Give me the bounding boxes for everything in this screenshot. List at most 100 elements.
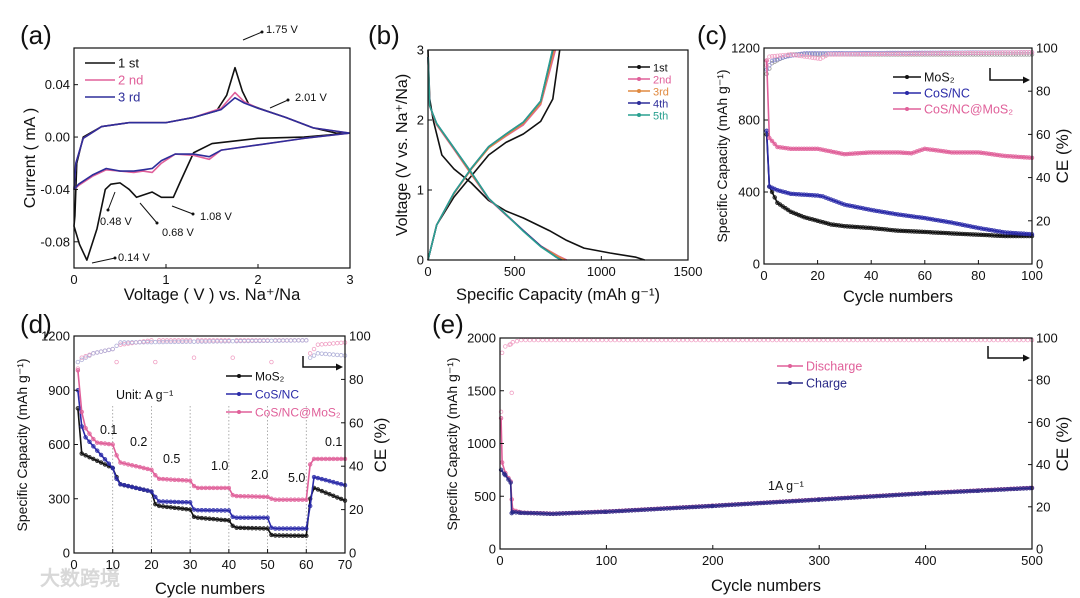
data-point	[238, 493, 243, 499]
x-tick-label: 40	[864, 268, 878, 283]
ce-marker	[307, 355, 313, 360]
ce-marker	[1011, 50, 1016, 55]
ce-marker	[968, 50, 973, 56]
data-point	[246, 515, 251, 520]
x-tick-label: 1	[162, 272, 169, 287]
ce-marker	[796, 53, 802, 58]
ce-marker	[842, 52, 847, 57]
arrowhead-icon	[286, 98, 290, 102]
y2-tick-label: 20	[1036, 499, 1050, 514]
data-point	[284, 526, 290, 531]
ce-marker	[995, 337, 1001, 343]
ce-marker	[149, 338, 154, 343]
legend-label: CoS/NC@MoS₂	[924, 103, 1013, 117]
ce-marker	[740, 337, 745, 343]
ce-marker	[901, 51, 906, 56]
ce-marker	[83, 355, 88, 360]
data-point	[276, 526, 282, 531]
data-point	[122, 482, 127, 488]
ce-marker	[836, 52, 842, 57]
data-point	[292, 533, 297, 538]
data-point	[331, 479, 336, 485]
ce-marker	[633, 337, 639, 343]
data-point	[331, 493, 336, 499]
ce-marker	[599, 337, 605, 343]
ce-marker	[570, 337, 575, 343]
data-point	[91, 456, 96, 462]
data-point	[269, 496, 274, 501]
legend-marker	[905, 107, 909, 111]
data-point	[153, 501, 158, 507]
ce-marker	[871, 51, 877, 57]
data-point	[133, 485, 139, 491]
ce-marker	[834, 52, 839, 57]
ce-marker	[540, 337, 545, 343]
ce-marker	[1021, 337, 1026, 343]
data-point	[207, 516, 212, 521]
data-point	[257, 526, 263, 531]
ce-marker	[565, 337, 571, 343]
ce-marker	[680, 337, 686, 343]
ce-marker	[335, 352, 340, 358]
data-point	[199, 515, 204, 521]
ce-marker	[860, 51, 866, 57]
data-point	[300, 533, 305, 538]
series-line-4	[427, 56, 562, 261]
legend-label: CoS/NC	[255, 388, 299, 402]
ce-marker	[986, 50, 992, 55]
ce-marker	[834, 337, 839, 343]
peak-annotation: 2.01 V	[295, 92, 327, 104]
ce-marker	[659, 337, 664, 343]
ce-marker	[850, 52, 855, 57]
legend-marker	[237, 410, 241, 414]
x-tick-label: 1500	[674, 264, 703, 279]
data-point	[87, 439, 92, 444]
unit-note: Unit: A g⁻¹	[116, 388, 173, 402]
peak-annotation: 0.48 V	[100, 216, 132, 228]
legend-label: 3rd	[653, 87, 669, 99]
y2-tick-label: 20	[1036, 213, 1050, 228]
ce-marker	[1004, 337, 1009, 343]
ce-axis-arrow-icon	[987, 346, 1025, 359]
ce-marker	[863, 337, 869, 343]
legend-label: MoS₂	[924, 71, 955, 85]
y-tick-label: 600	[48, 437, 70, 452]
y2-tick-label: 40	[1036, 170, 1050, 185]
y2-tick-label: 100	[349, 329, 371, 344]
ce-marker	[953, 337, 958, 343]
ce-marker	[825, 337, 830, 343]
data-point	[269, 525, 274, 530]
data-point	[242, 515, 247, 520]
data-point	[180, 478, 185, 483]
ce-marker	[810, 55, 815, 60]
data-point	[79, 409, 84, 415]
x-tick-label: 0	[70, 557, 77, 572]
data-point	[499, 460, 505, 465]
data-point	[246, 494, 251, 499]
data-point	[292, 526, 297, 531]
ce-marker	[1021, 50, 1027, 55]
data-point	[156, 499, 162, 504]
ce-marker	[621, 337, 626, 343]
ce-marker	[991, 337, 996, 343]
data-point	[195, 507, 201, 513]
data-point	[218, 485, 224, 491]
ce-marker	[994, 50, 1000, 55]
ce-marker	[869, 51, 874, 57]
ce-marker	[702, 337, 707, 343]
ce-marker	[906, 337, 911, 343]
data-point	[79, 451, 84, 456]
data-point	[249, 515, 255, 520]
x-tick-label: 20	[810, 268, 824, 283]
y-tick-label: -0.08	[40, 234, 70, 249]
ce-marker	[1024, 50, 1029, 55]
rate-label: 2.0	[251, 468, 268, 482]
x-tick-label: 300	[808, 553, 830, 568]
data-point	[280, 526, 286, 531]
data-point	[273, 497, 278, 502]
legend-label: 3 rd	[118, 90, 140, 105]
ce-marker	[910, 337, 916, 343]
ce-marker	[847, 52, 852, 57]
ce-marker	[893, 337, 899, 343]
ce-marker	[927, 337, 933, 343]
